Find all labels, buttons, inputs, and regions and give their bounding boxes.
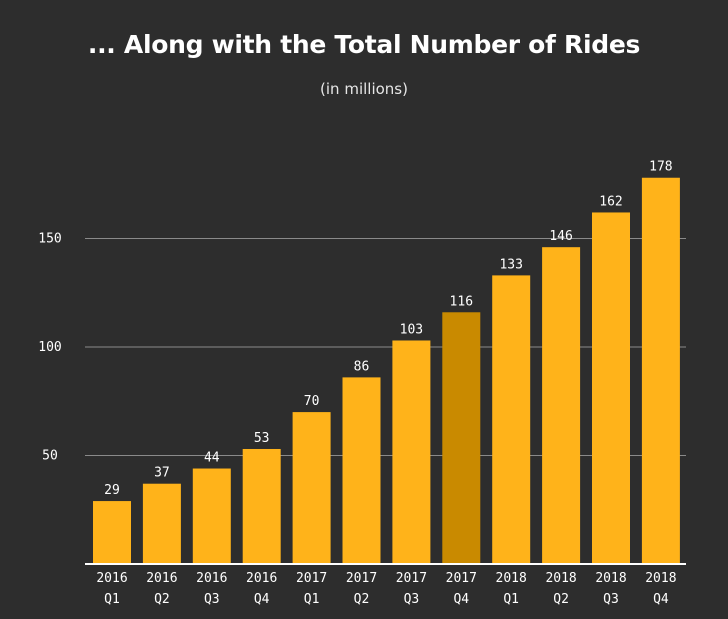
chart-subtitle: (in millions): [320, 80, 408, 98]
bar-value-label: 70: [304, 394, 320, 409]
x-tick-label-quarter: Q1: [304, 592, 320, 607]
bar-value-label: 53: [254, 431, 270, 446]
bar: [492, 275, 531, 564]
bar: [542, 247, 581, 564]
bar: [192, 468, 231, 564]
chart-title: ... Along with the Total Number of Rides: [87, 30, 641, 59]
bar-value-label: 103: [400, 322, 423, 337]
bar-value-label: 133: [499, 257, 522, 272]
x-tick-label-year: 2018: [595, 571, 626, 586]
x-tick-label-quarter: Q3: [603, 592, 619, 607]
bar-value-label: 29: [104, 483, 120, 498]
bar-value-label: 44: [204, 451, 220, 466]
x-tick-label-year: 2017: [346, 571, 377, 586]
x-tick-label-quarter: Q3: [204, 592, 220, 607]
bar-value-label: 178: [649, 160, 672, 175]
x-tick-label-year: 2017: [446, 571, 477, 586]
x-tick-label-quarter: Q2: [354, 592, 370, 607]
bar: [242, 448, 281, 564]
bar: [142, 483, 181, 564]
x-tick-label-quarter: Q3: [404, 592, 420, 607]
x-tick-label-year: 2017: [396, 571, 427, 586]
x-tick-label-year: 2016: [196, 571, 227, 586]
y-tick-label: 100: [38, 340, 61, 355]
bar-value-label: 162: [599, 194, 622, 209]
x-tick-label-quarter: Q1: [503, 592, 519, 607]
x-tick-label-year: 2017: [296, 571, 327, 586]
bar-value-label: 86: [354, 359, 370, 374]
x-tick-label-quarter: Q2: [553, 592, 569, 607]
y-tick-label: 150: [38, 232, 61, 247]
x-tick-label-year: 2016: [96, 571, 127, 586]
bar-value-label: 116: [450, 294, 473, 309]
x-tick-label-year: 2018: [496, 571, 527, 586]
x-tick-label-year: 2016: [146, 571, 177, 586]
bar: [442, 312, 481, 564]
x-tick-label-quarter: Q1: [104, 592, 120, 607]
bar: [292, 412, 331, 564]
x-tick-label-year: 2018: [545, 571, 576, 586]
x-tick-label-quarter: Q4: [453, 592, 469, 607]
bar: [592, 212, 630, 564]
x-tick-label-year: 2018: [645, 571, 676, 586]
bar: [641, 177, 680, 565]
x-tick-label-quarter: Q4: [254, 592, 270, 607]
bar: [93, 501, 131, 564]
x-tick-label-quarter: Q2: [154, 592, 170, 607]
x-tick-label-year: 2016: [246, 571, 277, 586]
bar: [342, 377, 381, 564]
x-tick-label-quarter: Q4: [653, 592, 669, 607]
bar-value-label: 146: [549, 229, 572, 244]
y-tick-label: 50: [42, 449, 58, 464]
bar: [392, 340, 431, 564]
bar-value-label: 37: [154, 466, 170, 481]
